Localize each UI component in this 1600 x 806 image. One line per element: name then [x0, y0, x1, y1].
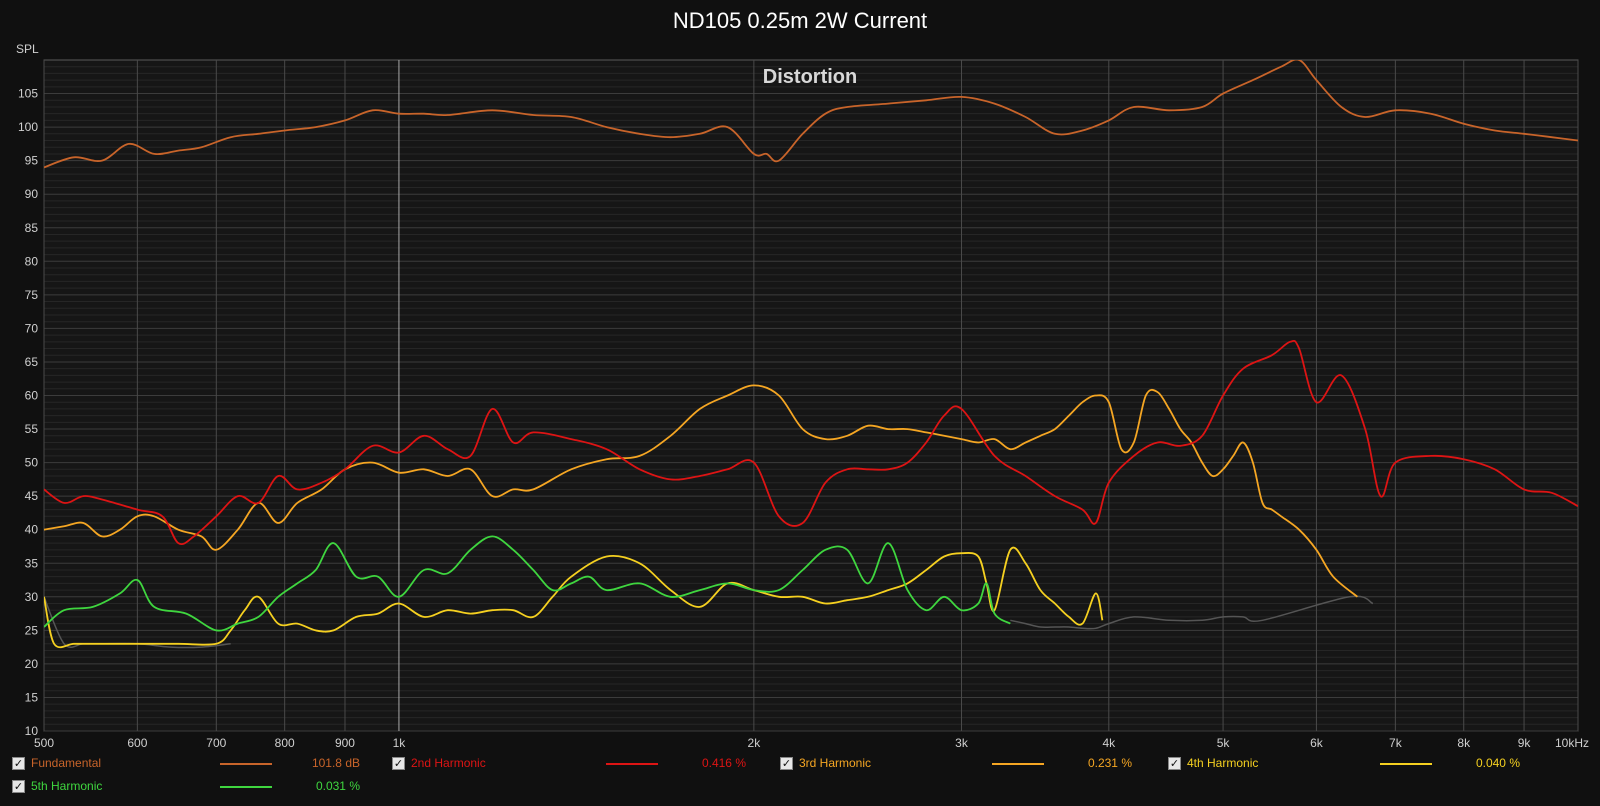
legend-swatch — [220, 786, 272, 788]
y-tick-label: 90 — [25, 187, 39, 201]
x-tick-label: 700 — [206, 736, 226, 750]
x-tick-label: 10kHz — [1555, 736, 1589, 750]
series-line-3rd-harmonic — [44, 384, 1358, 598]
legend-value: 0.031 % — [315, 779, 360, 793]
checkbox-fundamental[interactable]: ✓ — [12, 757, 25, 770]
y-tick-label: 85 — [25, 221, 39, 235]
legend: ✓ Fundamental 101.8 dB ✓ 2nd Harmonic 0.416 %… — [0, 754, 1600, 806]
checkbox-5th-harmonic[interactable]: ✓ — [12, 780, 25, 793]
y-tick-label: 35 — [25, 556, 39, 570]
y-axis-label: SPL — [16, 42, 39, 56]
legend-swatch — [1380, 763, 1432, 765]
y-tick-label: 15 — [25, 690, 39, 704]
chart-title: ND105 0.25m 2W Current — [672, 8, 928, 33]
legend-swatch — [606, 763, 658, 765]
legend-value: 101.8 dB — [311, 756, 360, 770]
legend-label: 2nd Harmonic — [411, 756, 486, 770]
x-tick-label: 7k — [1389, 736, 1403, 750]
x-tick-label: 900 — [335, 736, 355, 750]
chart-annotation: Distortion — [763, 66, 857, 88]
y-tick-label: 25 — [25, 623, 39, 637]
y-tick-label: 45 — [25, 489, 39, 503]
x-tick-label: 1k — [393, 736, 407, 750]
x-tick-label: 3k — [955, 736, 969, 750]
x-tick-label: 2k — [748, 736, 762, 750]
y-tick-label: 65 — [25, 355, 39, 369]
x-tick-label: 600 — [127, 736, 147, 750]
legend-value: 0.040 % — [1475, 756, 1520, 770]
legend-item-4th-harmonic[interactable]: ✓ 4th Harmonic 0.040 % — [1168, 754, 1528, 774]
legend-label: Fundamental — [31, 756, 102, 770]
y-tick-label: 75 — [25, 288, 39, 302]
legend-value: 0.416 % — [701, 756, 746, 770]
legend-item-5th-harmonic[interactable]: ✓ 5th Harmonic 0.031 % — [12, 777, 372, 797]
legend-swatch — [992, 763, 1044, 765]
checkbox-3rd-harmonic[interactable]: ✓ — [780, 757, 793, 770]
y-tick-label: 10 — [25, 724, 39, 738]
checkbox-2nd-harmonic[interactable]: ✓ — [392, 757, 405, 770]
series-line-4th-harmonic — [44, 546, 1104, 649]
y-tick-label: 30 — [25, 590, 39, 604]
legend-label: 3rd Harmonic — [799, 756, 872, 770]
legend-item-2nd-harmonic[interactable]: ✓ 2nd Harmonic 0.416 % — [392, 754, 752, 774]
series-line-5th-harmonic — [44, 535, 1011, 632]
series-line-fundamental — [44, 60, 1578, 169]
legend-swatch — [220, 763, 272, 765]
y-tick-label: 100 — [18, 120, 38, 134]
x-tick-label: 8k — [1457, 736, 1471, 750]
x-tick-label: 800 — [275, 736, 295, 750]
series-group — [44, 60, 1578, 649]
y-tick-label: 20 — [25, 657, 39, 671]
axes: 10 15 20 25 30 35 40 45 50 55 60 65 70 75 80 85 90 95 100 1… — [18, 87, 1589, 750]
y-tick-label: 95 — [25, 154, 39, 168]
legend-value: 0.231 % — [1087, 756, 1132, 770]
legend-item-3rd-harmonic[interactable]: ✓ 3rd Harmonic 0.231 % — [780, 754, 1140, 774]
checkbox-4th-harmonic[interactable]: ✓ — [1168, 757, 1181, 770]
legend-label: 4th Harmonic — [1187, 756, 1259, 770]
x-tick-label: 9k — [1518, 736, 1532, 750]
y-tick-label: 55 — [25, 422, 39, 436]
grid — [43, 59, 1579, 732]
legend-item-fundamental[interactable]: ✓ Fundamental 101.8 dB — [12, 754, 372, 774]
x-tick-label: 5k — [1217, 736, 1231, 750]
x-tick-label: 500 — [34, 736, 54, 750]
y-tick-label: 40 — [25, 523, 39, 537]
y-tick-label: 70 — [25, 321, 39, 335]
y-tick-label: 105 — [18, 87, 38, 101]
series-line-2nd-harmonic — [44, 339, 1578, 546]
y-tick-label: 50 — [25, 456, 39, 470]
legend-label: 5th Harmonic — [31, 779, 103, 793]
x-tick-label: 6k — [1310, 736, 1324, 750]
y-tick-label: 60 — [25, 389, 39, 403]
y-tick-label: 80 — [25, 254, 39, 268]
x-tick-label: 4k — [1102, 736, 1116, 750]
